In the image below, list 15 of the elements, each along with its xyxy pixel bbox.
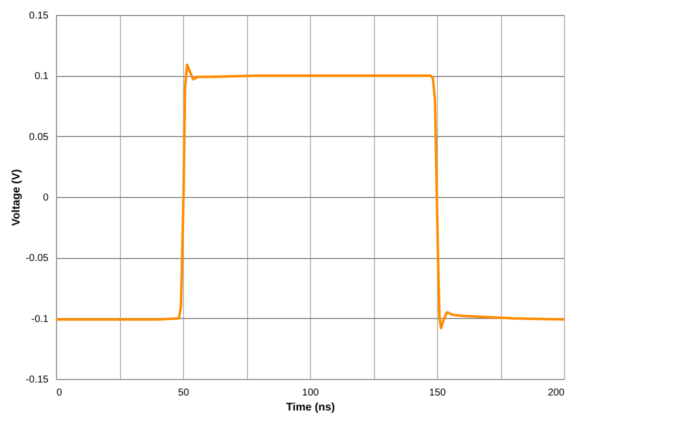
x-tick-label: 100 — [302, 388, 320, 398]
x-tick-label: 0 — [56, 388, 62, 398]
x-tick-label: 50 — [178, 388, 190, 398]
y-tick-label: 0.15 — [29, 10, 49, 22]
y-axis-title: Voltage (V) — [10, 168, 23, 226]
y-tick-label: 0.1 — [34, 71, 49, 82]
x-tick-label: 200 — [548, 388, 565, 398]
line-series — [56, 63, 564, 330]
y-tick-label: 0.05 — [29, 132, 49, 143]
x-tick-label: 150 — [429, 388, 446, 398]
y-tick-label: -0.15 — [26, 374, 49, 386]
y-tick-label: -0.1 — [31, 314, 49, 325]
y-tick-label: 0 — [42, 192, 49, 204]
x-axis-title: Time (ns) — [286, 402, 336, 414]
y-tick-label: -0.05 — [26, 253, 49, 264]
